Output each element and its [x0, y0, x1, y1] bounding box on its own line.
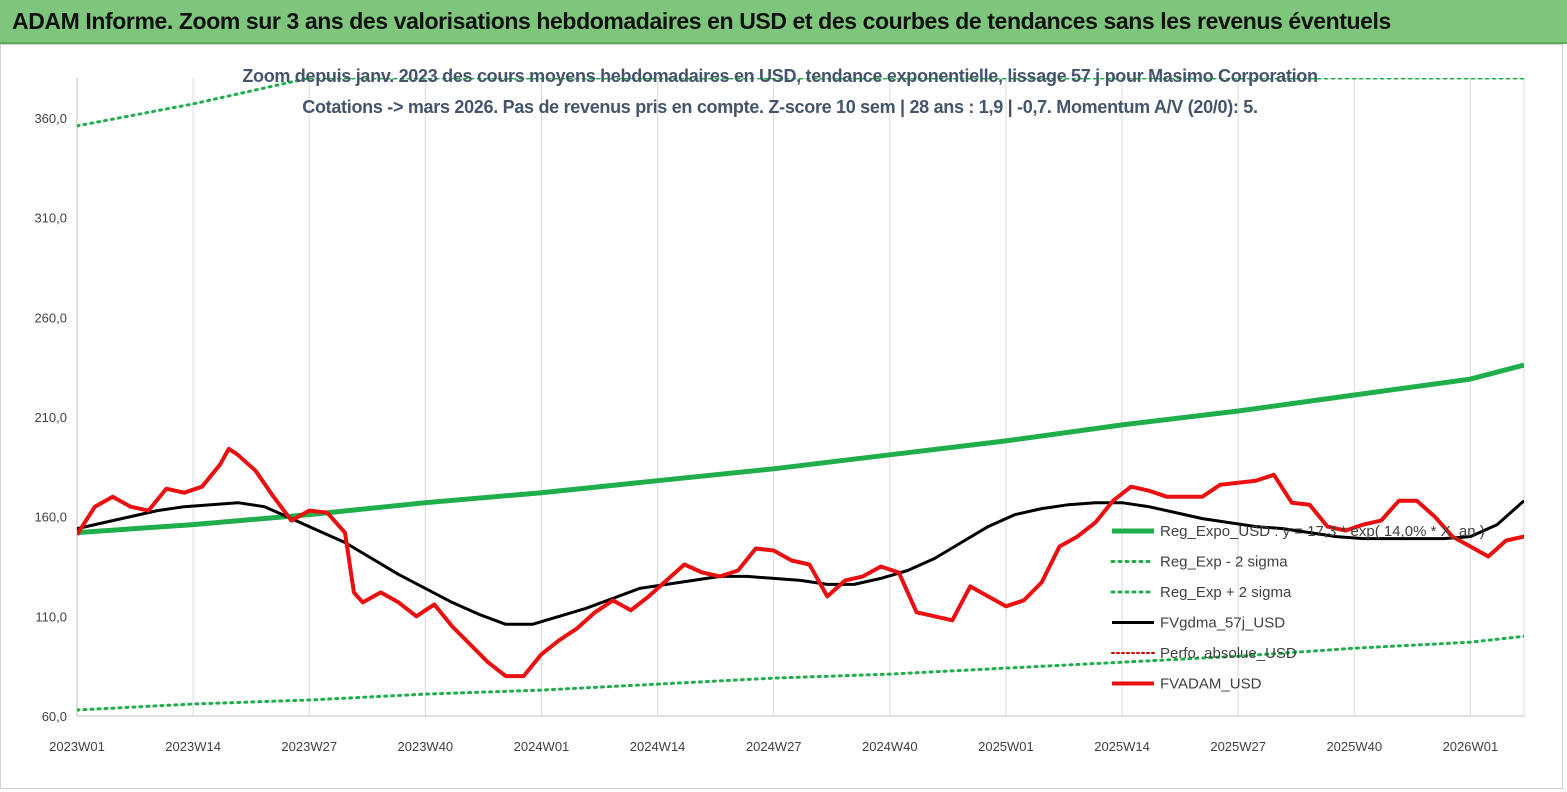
x-tick-label: 2024W27 [746, 739, 802, 754]
legend-label: Reg_Exp - 2 sigma [1160, 554, 1288, 571]
legend-label: Reg_Exp + 2 sigma [1160, 584, 1292, 601]
y-tick-label: 360,0 [34, 111, 67, 126]
legend-label: Reg_Expo_USD : y = 17,3 * exp( 14,0% * X… [1160, 523, 1485, 540]
x-tick-label: 2025W40 [1326, 739, 1382, 754]
x-tick-label: 2026W01 [1443, 739, 1499, 754]
x-tick-label: 2023W40 [398, 739, 454, 754]
reg-expo-line [77, 362, 1524, 536]
y-tick-label: 110,0 [35, 609, 67, 624]
y-tick-label: 210,0 [34, 410, 67, 425]
x-tick-label: 2025W27 [1210, 739, 1266, 754]
legend-label: Perfo. absolue_USD [1160, 645, 1297, 662]
chart-title: Zoom depuis janv. 2023 des cours moyens … [242, 66, 1318, 86]
y-tick-label: 60,0 [42, 709, 67, 724]
plus-2sigma-line [77, 78, 1524, 128]
fvadam-line [77, 446, 1524, 679]
x-tick-label: 2024W40 [862, 739, 918, 754]
y-tick-label: 310,0 [34, 211, 67, 226]
x-tick-label: 2023W14 [165, 739, 221, 754]
chart-subtitle: Cotations -> mars 2026. Pas de revenus p… [302, 97, 1258, 117]
x-tick-label: 2024W14 [630, 739, 686, 754]
report-banner: ADAM Informe. Zoom sur 3 ans des valoris… [0, 0, 1567, 44]
y-tick-label: 160,0 [34, 510, 67, 525]
x-tick-label: 2023W27 [281, 739, 337, 754]
legend-label: FVgdma_57j_USD [1160, 615, 1285, 632]
x-tick-label: 2023W01 [49, 739, 105, 754]
fvgdma-line [77, 499, 1524, 626]
minus-2sigma-line [77, 634, 1524, 712]
x-tick-label: 2025W14 [1094, 739, 1150, 754]
report-title: ADAM Informe. Zoom sur 3 ans des valoris… [12, 8, 1391, 34]
legend-label: FVADAM_USD [1160, 676, 1262, 693]
chart-frame [0, 44, 1563, 789]
y-tick-label: 260,0 [34, 310, 67, 325]
x-tick-label: 2025W01 [978, 739, 1034, 754]
x-tick-label: 2024W01 [514, 739, 570, 754]
